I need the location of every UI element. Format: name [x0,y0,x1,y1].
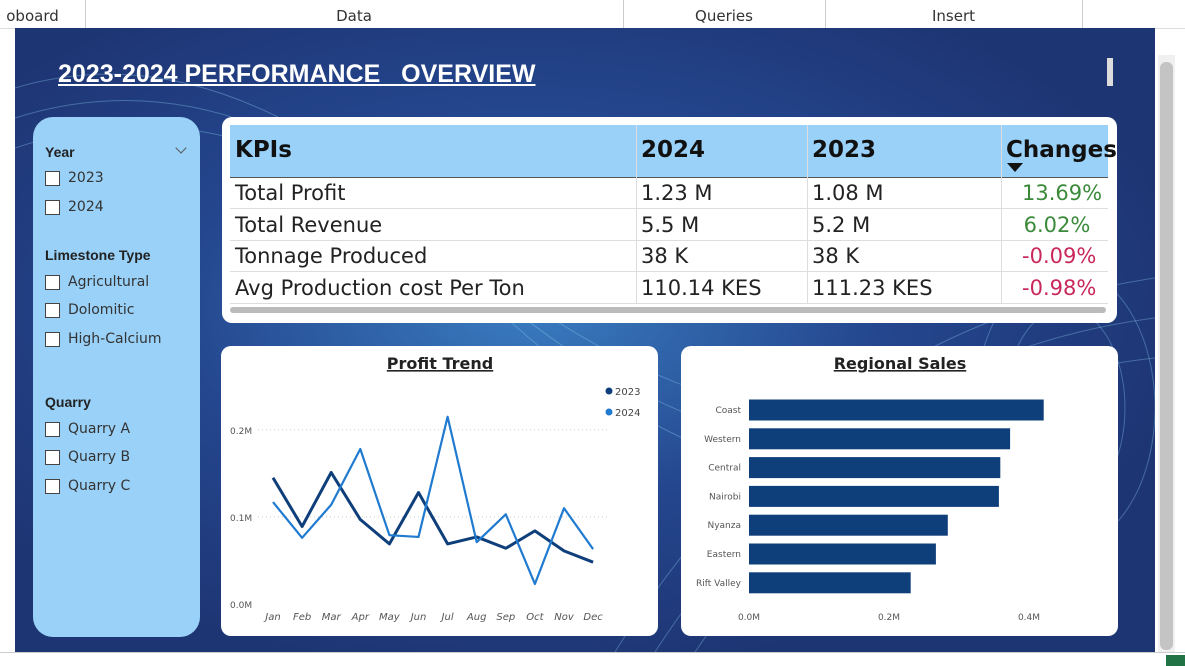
sort-indicator [1007,163,1023,172]
column-divider [1001,125,1002,303]
slicer-title: Limestone Type [45,247,151,263]
row-divider [230,302,1108,304]
tab[interactable]: Data [85,0,624,28]
table-cell: Total Profit [235,181,346,205]
column-header[interactable]: 2023 [812,137,877,163]
ribbon-tabs: oboard Data Queries Insert [0,0,1185,29]
table-cell: 38 K [812,244,860,268]
table-cell: Tonnage Produced [235,244,428,268]
table-cell: Total Revenue [235,212,383,237]
tab[interactable]: Queries [623,0,826,28]
row-divider [230,239,1108,241]
status-bar [0,652,1185,666]
table-cell: 5.5 M [641,212,700,237]
table-cell: 1.23 M [641,181,713,205]
column-divider [807,125,808,303]
table-cell: 38 K [641,244,689,268]
slicer-item[interactable]: Quarry C [45,478,130,494]
table-cell: 6.02% [1023,212,1091,237]
column-header[interactable]: Changes [1006,137,1117,163]
row-divider [230,271,1108,272]
slicer-item[interactable]: Agricultural [45,274,149,290]
table-cell: -0.09% [1022,244,1097,268]
column-divider [636,125,637,303]
dropdown-chevron[interactable] [175,142,187,154]
slicer-panel: Year 2023 2024 Limestone Type Agricultural Do… [33,117,200,637]
slicer-item[interactable]: 2023 [45,170,104,186]
sales-card [681,346,1118,636]
table-cell: 111.23 KES [812,275,933,300]
kpi-header: KPIs 2024 2023 Changes [230,125,1117,178]
corner [1166,655,1185,666]
kpi-card: KPIs 2024 2023 Changes Total Profit 1.23 M 1.… [222,117,1117,323]
focus-marker [1107,58,1113,86]
slicer-item[interactable]: 2024 [45,199,104,215]
dashboard-title: 2023-2024 PERFORMANCE OVERVIEW [58,60,536,88]
table-cell: 13.69% [1022,181,1103,205]
slicer-item[interactable]: Quarry A [45,421,130,437]
column-header[interactable]: 2024 [641,137,706,163]
table-cell: Avg Production cost Per Ton [235,275,525,300]
slicer-item[interactable]: High-Calcium [45,331,162,347]
slicer-title: Year [45,144,75,160]
slicer-title: Quarry [45,394,91,410]
scroll-thumb[interactable] [1160,62,1173,650]
profit-card [221,346,658,636]
column-header[interactable]: KPIs [235,137,292,163]
slicer-item[interactable]: Dolomitic [45,302,134,318]
row-divider [230,208,1108,209]
table-cell: 1.08 M [812,181,884,205]
tab[interactable]: oboard [0,0,86,28]
slicer-item[interactable]: Quarry B [45,449,130,465]
tab[interactable]: Insert [825,0,1083,28]
table-cell: -0.98% [1022,275,1097,300]
table-cell: 110.14 KES [641,275,762,300]
table-cell: 5.2 M [812,212,871,237]
scrollbar[interactable] [230,307,1106,313]
